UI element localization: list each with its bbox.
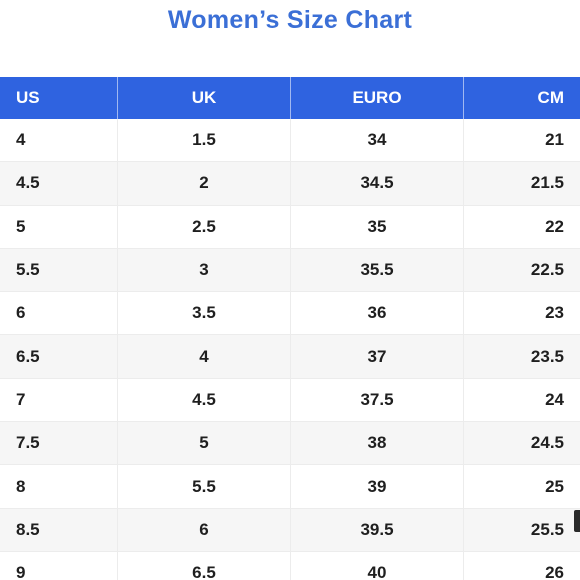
table-row: 8.5 6 39.5 25.5 [0,508,580,552]
cell-cm: 25.5 [463,508,580,551]
table-row: 6.5 4 37 23.5 [0,335,580,379]
cell-euro: 36 [290,292,463,335]
cell-uk: 6 [117,508,290,551]
cell-euro: 35 [290,205,463,248]
cell-cm: 22.5 [463,248,580,292]
column-header-us: US [16,88,40,107]
column-header-euro: EURO [290,77,463,119]
cell-euro: 39 [290,465,463,508]
cell-uk: 4 [117,335,290,378]
table-row: 7 4.5 37.5 24 [0,378,580,423]
column-header-uk: UK [117,77,290,119]
column-header-cm: CM [463,77,580,119]
cell-us: 7.5 [16,433,40,453]
cell-uk: 5 [117,422,290,465]
cell-us: 4.5 [16,173,40,193]
table-row: 4.5 2 34.5 21.5 [0,162,580,206]
cell-euro: 40 [290,551,463,580]
cell-euro: 37.5 [290,378,463,422]
cell-cm: 22 [463,205,580,248]
cell-us: 8.5 [16,519,40,539]
cell-uk: 2.5 [117,205,290,248]
table-row: 7.5 5 38 24.5 [0,422,580,466]
cell-us: 4 [16,130,26,150]
cell-euro: 37 [290,335,463,378]
cell-cm: 21.5 [463,162,580,205]
cell-us: 5.5 [16,260,40,280]
cell-us: 8 [16,476,26,496]
cell-uk: 6.5 [117,551,290,580]
cell-cm: 23 [463,292,580,335]
table-row: 6 3.5 36 23 [0,292,580,336]
cell-uk: 1.5 [117,119,290,162]
table-row: 5 2.5 35 22 [0,205,580,249]
table-header-row: US UK EURO CM [0,77,580,119]
scroll-edge-indicator [574,510,580,532]
cell-cm: 24.5 [463,422,580,465]
cell-cm: 21 [463,119,580,162]
cell-us: 7 [16,389,26,409]
table-row: 4 1.5 34 21 [0,119,580,163]
cell-uk: 3.5 [117,292,290,335]
page-title: Women’s Size Chart [167,6,413,34]
table-row: 9 6.5 40 26 [0,551,580,580]
cell-uk: 5.5 [117,465,290,508]
cell-euro: 38 [290,422,463,465]
cell-us: 6.5 [16,346,40,366]
table-row: 8 5.5 39 25 [0,465,580,509]
cell-us: 9 [16,563,26,580]
cell-cm: 26 [463,551,580,580]
table-row: 5.5 3 35.5 22.5 [0,248,580,293]
cell-uk: 2 [117,162,290,205]
cell-us: 5 [16,216,26,236]
cell-us: 6 [16,303,26,323]
size-table: US UK EURO CM 4 1.5 34 21 4.5 2 34.5 21.… [0,77,580,580]
cell-uk: 3 [117,248,290,292]
cell-cm: 24 [463,378,580,422]
cell-euro: 34 [290,119,463,162]
table-body: 4 1.5 34 21 4.5 2 34.5 21.5 5 2.5 35 22 … [0,119,580,580]
cell-euro: 39.5 [290,508,463,551]
cell-cm: 25 [463,465,580,508]
cell-cm: 23.5 [463,335,580,378]
cell-euro: 35.5 [290,248,463,292]
cell-uk: 4.5 [117,378,290,422]
cell-euro: 34.5 [290,162,463,205]
